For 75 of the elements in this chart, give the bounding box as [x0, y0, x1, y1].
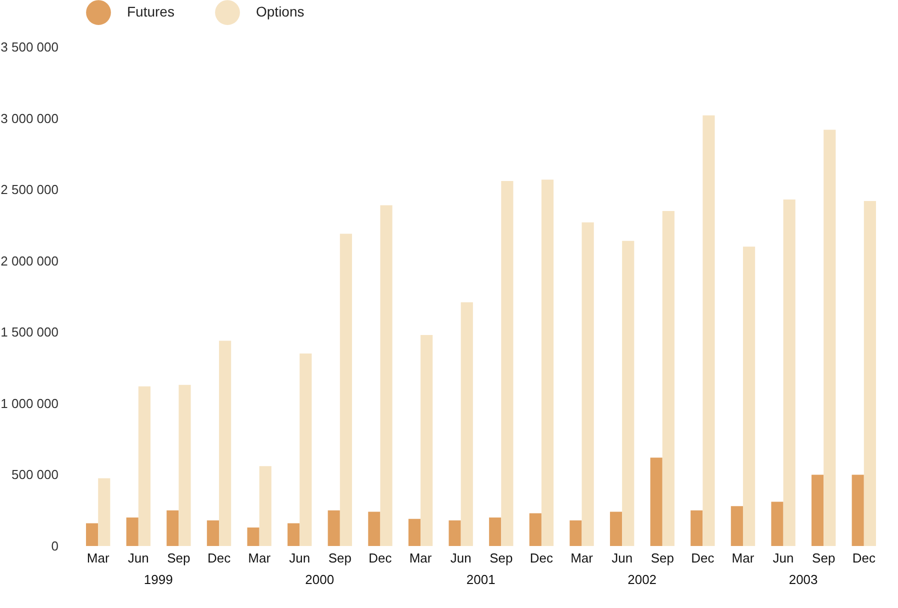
- text: 2003: [788, 572, 818, 587]
- x-tick-label: Jun: [772, 550, 794, 566]
- text: 1999: [144, 572, 173, 587]
- bar: [86, 523, 98, 546]
- x-tick-label: Sep: [328, 550, 352, 566]
- y-tick-label: 3 000 000: [0, 110, 58, 126]
- bar: [582, 222, 594, 546]
- bar: [138, 386, 150, 546]
- bar: [662, 210, 674, 546]
- x-tick-label: Sep: [812, 550, 836, 566]
- bar: [460, 302, 473, 546]
- bar: [247, 527, 260, 546]
- bar: [380, 205, 392, 546]
- x-tick-label: Mar: [732, 550, 755, 566]
- bar: [529, 513, 542, 546]
- bar: [489, 517, 502, 546]
- bar: [98, 478, 110, 546]
- bar: [852, 474, 864, 546]
- bar: [259, 466, 272, 546]
- text: 2002: [628, 572, 657, 587]
- x-tick-label: Mar: [570, 550, 594, 566]
- bar: [690, 510, 703, 546]
- bar: [328, 510, 340, 546]
- bar: [166, 510, 179, 546]
- x-tick-label: Dec: [368, 550, 392, 566]
- y-tick-label: 1 500 000: [0, 324, 58, 340]
- x-tick-label: Dec: [852, 550, 876, 566]
- x-tick-label: Dec: [691, 550, 715, 566]
- bar: [541, 180, 554, 546]
- x-tick-label: Mar: [248, 550, 272, 566]
- bar: [448, 520, 461, 546]
- text: 2001: [466, 572, 496, 587]
- x-tick-label: Jun: [289, 550, 310, 566]
- bar: [650, 458, 662, 546]
- bar: [730, 506, 743, 546]
- bar: [864, 200, 876, 546]
- bar: [742, 246, 756, 546]
- x-tick-label: Sep: [490, 550, 513, 566]
- bar: [206, 520, 220, 546]
- x-tick-label: Sep: [167, 550, 190, 566]
- x-tick-label: Dec: [207, 550, 232, 566]
- x-tick-label: Jun: [450, 550, 472, 566]
- text: 2000: [305, 572, 334, 587]
- legend-label: Futures: [127, 4, 174, 20]
- legend-label: Options: [256, 4, 304, 20]
- y-tick-label: 500 000: [12, 467, 58, 482]
- bar: [783, 200, 796, 546]
- bar: [570, 520, 582, 546]
- bar: [610, 512, 622, 546]
- y-tick-label: 0: [51, 538, 58, 554]
- bar: [288, 523, 300, 546]
- bar: [771, 502, 784, 546]
- x-tick-label: Mar: [86, 550, 110, 566]
- x-tick-label: Sep: [650, 550, 674, 566]
- bar: [368, 512, 380, 546]
- bar: [340, 234, 352, 546]
- bar: [178, 384, 191, 546]
- y-tick-label: 3 500 000: [0, 40, 58, 54]
- bar: [824, 130, 836, 546]
- x-tick-label: Jun: [612, 550, 633, 566]
- bar: [812, 474, 824, 546]
- bar: [408, 518, 421, 546]
- bar: [420, 334, 433, 546]
- bar: [501, 181, 514, 546]
- bar: [219, 340, 232, 546]
- y-tick-label: 1 000 000: [0, 396, 58, 411]
- x-tick-label: Dec: [530, 550, 554, 566]
- bar: [702, 115, 715, 546]
- y-tick-label: 2 500 000: [0, 182, 58, 198]
- bar: [126, 517, 138, 546]
- x-tick-label: Mar: [409, 550, 432, 566]
- bar: [622, 240, 634, 546]
- y-tick-label: 2 000 000: [0, 253, 58, 268]
- bar: [300, 354, 312, 546]
- x-tick-label: Jun: [128, 550, 149, 566]
